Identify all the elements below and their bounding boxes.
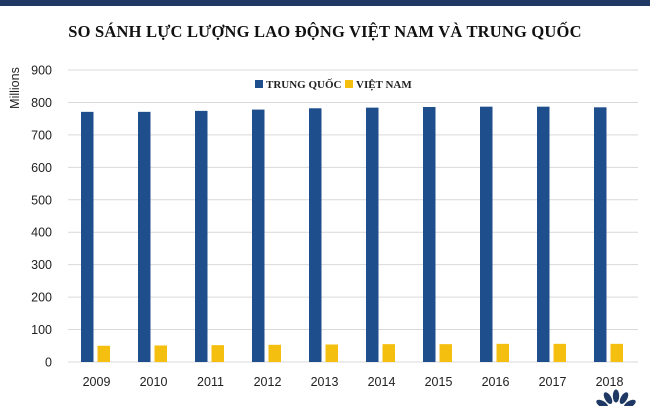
y-tick-label: 400	[31, 226, 52, 240]
y-tick-label: 300	[31, 258, 52, 272]
bar-viet-nam-2018	[610, 343, 623, 362]
logo-feather	[619, 392, 629, 404]
legend: TRUNG QUỐC VIỆT NAM	[255, 78, 412, 91]
x-tick-label: 2013	[311, 375, 339, 389]
y-tick-label: 900	[31, 64, 52, 78]
legend-label: VIỆT NAM	[356, 78, 412, 91]
bar-trung-quoc-2013	[309, 108, 322, 362]
bar-trung-quoc-2014	[366, 107, 379, 362]
bar-viet-nam-2014	[382, 344, 395, 362]
x-tick-label: 2010	[140, 375, 168, 389]
y-axis-ticks: 0 100 200 300 400 500 600 700 800 900	[31, 64, 52, 370]
chart-title: SO SÁNH LỰC LƯỢNG LAO ĐỘNG VIỆT NAM VÀ T…	[68, 22, 582, 41]
x-tick-label: 2015	[425, 375, 453, 389]
y-tick-label: 200	[31, 291, 52, 305]
legend-swatch	[255, 80, 263, 88]
bars	[81, 106, 623, 363]
y-tick-label: 100	[31, 323, 52, 337]
logo-feather	[603, 392, 613, 404]
bar-trung-quoc-2012	[252, 109, 265, 363]
y-tick-label: 800	[31, 96, 52, 110]
bar-trung-quoc-2015	[423, 106, 436, 362]
x-tick-label: 2009	[83, 375, 111, 389]
logo-feather	[624, 399, 636, 406]
bar-trung-quoc-2018	[594, 107, 607, 362]
bar-viet-nam-2017	[553, 343, 566, 362]
bar-trung-quoc-2010	[138, 111, 151, 362]
legend-label: TRUNG QUỐC	[266, 78, 342, 91]
y-axis-label: Millions	[8, 67, 22, 109]
bar-trung-quoc-2016	[480, 106, 493, 362]
bar-viet-nam-2013	[325, 344, 338, 362]
x-tick-label: 2016	[482, 375, 510, 389]
y-tick-label: 0	[45, 356, 52, 370]
bar-trung-quoc-2009	[81, 111, 94, 362]
bar-trung-quoc-2017	[537, 106, 550, 362]
legend-swatch	[345, 80, 353, 88]
bar-viet-nam-2015	[439, 344, 452, 362]
logo-feather	[612, 389, 620, 403]
peacock-logo-icon	[596, 389, 636, 406]
y-tick-label: 700	[31, 128, 52, 142]
bar-trung-quoc-2011	[195, 110, 208, 362]
bar-viet-nam-2009	[97, 345, 110, 362]
bar-viet-nam-2011	[211, 345, 224, 362]
top-bar	[0, 0, 650, 6]
x-tick-label: 2012	[254, 375, 282, 389]
x-axis-ticks: 2009 2010 2011 2012 2013 2014 2015 2016 2017 2018	[83, 375, 624, 389]
x-tick-label: 2011	[197, 375, 224, 389]
bar-viet-nam-2012	[268, 344, 281, 362]
logo-feather	[596, 399, 608, 406]
bar-viet-nam-2010	[154, 345, 167, 362]
y-tick-label: 600	[31, 161, 52, 175]
bar-viet-nam-2016	[496, 343, 509, 362]
x-tick-label: 2014	[368, 375, 396, 389]
x-tick-label: 2018	[596, 375, 624, 389]
x-tick-label: 2017	[539, 375, 567, 389]
y-tick-label: 500	[31, 193, 52, 207]
grid-lines	[68, 69, 638, 363]
